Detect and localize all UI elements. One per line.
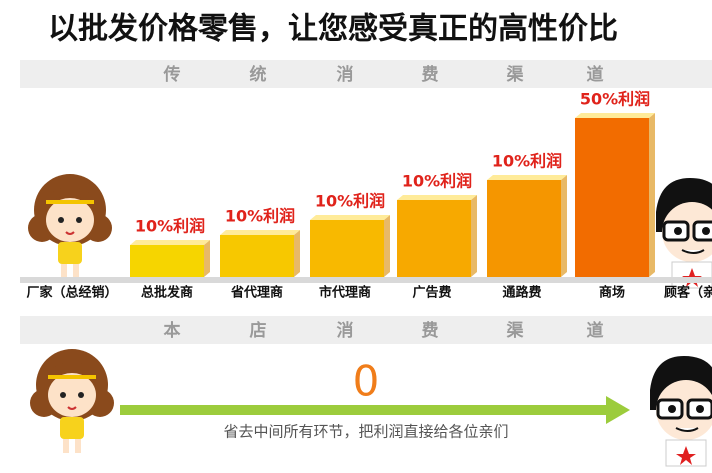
step-bar-side bbox=[294, 230, 300, 277]
section-heading-char: 费 bbox=[422, 64, 439, 85]
arrow-shaft bbox=[120, 405, 610, 415]
step-bar-top bbox=[575, 113, 655, 118]
section-heading-char: 店 bbox=[250, 320, 267, 341]
step-label: 总批发商 bbox=[141, 285, 193, 301]
section-heading-char: 传 bbox=[163, 64, 181, 85]
profit-label: 10%利润 bbox=[315, 192, 385, 211]
caption: 省去中间所有环节，把利润直接给各位亲们 bbox=[223, 423, 508, 441]
step-bar-side bbox=[204, 240, 210, 277]
section-heading-char: 渠 bbox=[506, 320, 525, 341]
step-bar-top bbox=[130, 240, 210, 245]
step-bar-side bbox=[649, 113, 655, 277]
step-bar-top bbox=[397, 195, 477, 200]
section-heading-char: 渠 bbox=[506, 64, 525, 85]
step-bar-top bbox=[487, 175, 567, 180]
step-label: 广告费 bbox=[412, 285, 451, 301]
profit-label: 10%利润 bbox=[225, 207, 295, 226]
profit-label: 10%利润 bbox=[135, 217, 205, 236]
step-bar bbox=[397, 200, 471, 277]
section-band bbox=[20, 316, 712, 344]
step-bar bbox=[310, 220, 384, 277]
character-left bbox=[27, 173, 113, 279]
section-heading-char: 道 bbox=[587, 320, 604, 341]
section-heading-char: 费 bbox=[422, 320, 439, 341]
step-bar-top bbox=[310, 215, 390, 220]
step-bar bbox=[220, 235, 294, 277]
step-label: 通路费 bbox=[502, 285, 541, 301]
character-right bbox=[654, 176, 712, 290]
step-bar-side bbox=[561, 175, 567, 277]
section-heading-char: 统 bbox=[250, 64, 267, 85]
step-label: 顾客（亲 bbox=[664, 285, 712, 301]
profit-label: 10%利润 bbox=[492, 152, 562, 171]
title: 以批发价格零售，让您感受真正的高性价比 bbox=[48, 12, 618, 47]
baseline bbox=[20, 277, 712, 283]
character-right bbox=[648, 354, 712, 468]
section-heading-char: 本 bbox=[164, 320, 181, 341]
profit-label: 10%利润 bbox=[402, 172, 472, 191]
step-bar bbox=[487, 180, 561, 277]
arrow-head bbox=[606, 396, 630, 424]
step-bar bbox=[575, 118, 649, 277]
step-label: 商场 bbox=[599, 285, 625, 301]
section-heading-char: 消 bbox=[337, 64, 354, 85]
step-label: 厂家（总经销） bbox=[26, 285, 117, 301]
section-heading-char: 道 bbox=[587, 64, 604, 85]
step-label: 市代理商 bbox=[319, 285, 371, 301]
profit-label: 50%利润 bbox=[580, 90, 650, 109]
zero-cost: 0 bbox=[353, 357, 380, 406]
character-left bbox=[29, 348, 115, 454]
step-bar-side bbox=[471, 195, 477, 277]
step-bar bbox=[130, 245, 204, 277]
step-bar-top bbox=[220, 230, 300, 235]
section-band bbox=[20, 60, 712, 88]
step-bar-side bbox=[384, 215, 390, 277]
step-label: 省代理商 bbox=[230, 285, 283, 301]
section-heading-char: 消 bbox=[337, 320, 354, 341]
